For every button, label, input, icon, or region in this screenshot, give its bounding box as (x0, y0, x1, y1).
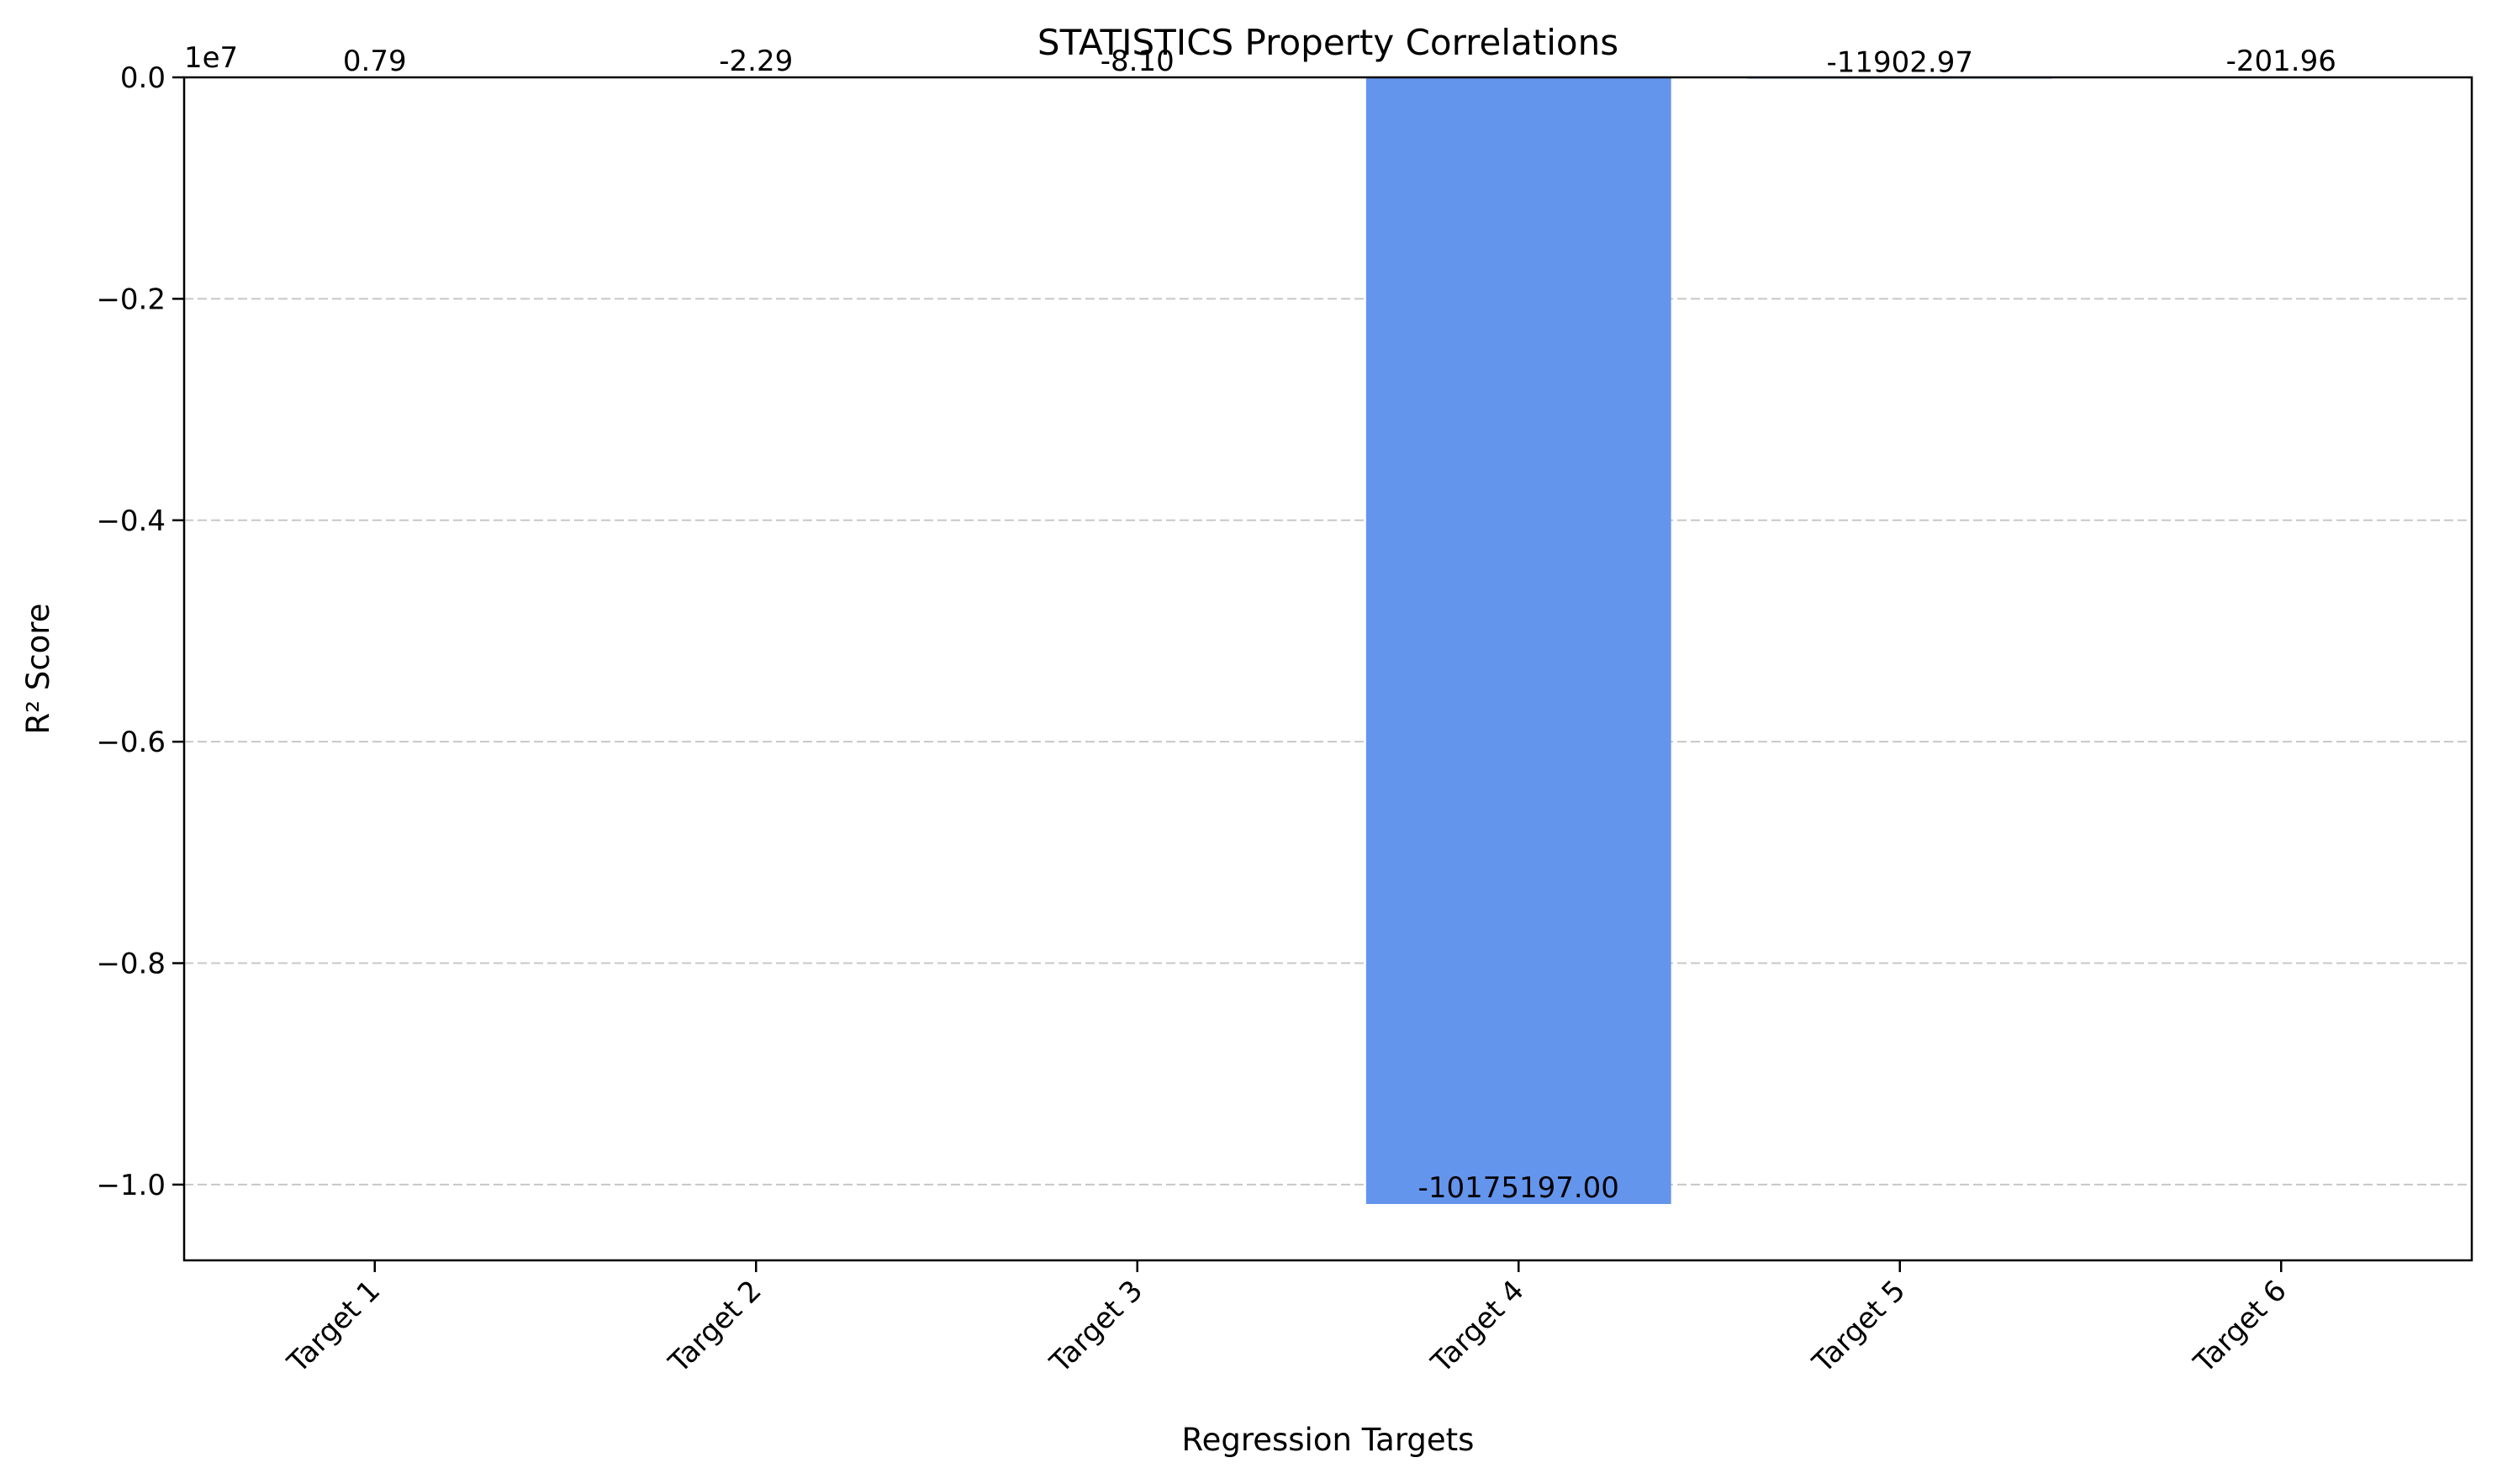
bar-value-label: -10175197.00 (1418, 1171, 1619, 1205)
y-tick-label: −1.0 (96, 1169, 166, 1202)
y-axis-ticks: 0.0 −0.2 −0.4 −0.6 −0.8 −1.0 (96, 61, 184, 1202)
y-tick-label: −0.8 (96, 948, 166, 981)
plot-frame (182, 76, 2473, 1262)
bar-value-label: -201.96 (2226, 45, 2336, 78)
bar-value-label: -2.29 (719, 45, 793, 78)
bar-value-label: -11902.97 (1827, 46, 1974, 80)
bar-value-label: -8.10 (1101, 45, 1175, 78)
y-tick-label: −0.6 (96, 726, 166, 759)
y-axis-label: R² Score (20, 604, 56, 735)
chart-title: STATISTICS Property Correlations (1037, 22, 1618, 63)
y-tick-label: −0.2 (96, 283, 166, 316)
bar-value-label: 0.79 (343, 45, 407, 78)
y-axis-offset-text: 1e7 (184, 41, 238, 75)
x-axis-label: Regression Targets (1182, 1422, 1475, 1458)
bar (1365, 77, 1671, 1204)
bar-value-labels: 0.79 -2.29 -8.10 -10175197.00 -11902.97 -201.… (343, 45, 2336, 1205)
y-tick-label: −0.4 (96, 504, 166, 538)
y-tick-label: 0.0 (120, 61, 166, 95)
